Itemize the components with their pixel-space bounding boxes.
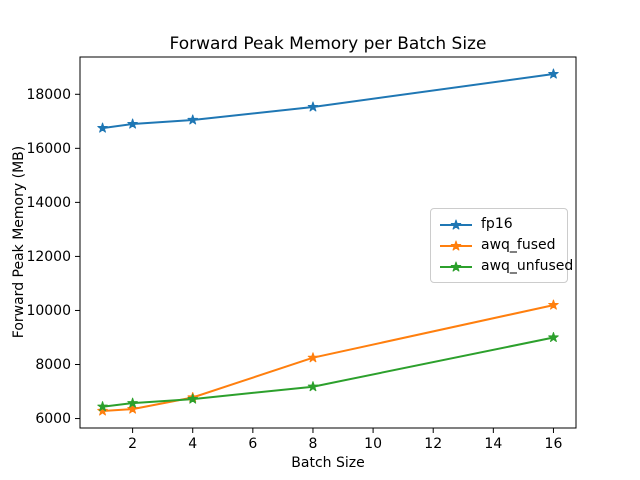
data-point-marker-fp16: [548, 68, 559, 79]
chart-title: Forward Peak Memory per Batch Size: [170, 34, 487, 54]
y-tick-label: 14000: [26, 195, 71, 211]
data-point-marker-awq_fused: [127, 403, 138, 414]
data-point-marker-awq_fused: [97, 405, 108, 416]
series-layer: [97, 68, 559, 416]
data-point-marker-awq_unfused: [548, 331, 559, 343]
y-tick-label: 18000: [26, 87, 71, 103]
x-tick-label: 10: [364, 436, 382, 452]
data-point-marker-awq_fused: [307, 352, 319, 363]
y-axis-label: Forward Peak Memory (MB): [11, 146, 27, 338]
y-tick-label: 16000: [26, 141, 71, 157]
legend-line-sample: [440, 219, 472, 230]
data-point-marker-awq_unfused: [307, 381, 319, 392]
data-point-marker-awq_unfused: [127, 397, 138, 408]
legend-label: awq_fused: [481, 237, 556, 253]
data-point-marker-fp16: [127, 118, 138, 129]
legend-line-sample: [440, 261, 472, 272]
data-point-marker-awq_unfused: [187, 393, 198, 404]
x-tick-label: 6: [248, 436, 257, 452]
x-tick-label: 2: [128, 436, 137, 452]
x-tick-label: 8: [309, 436, 318, 452]
legend-item-awq_fused: awq_fused: [439, 235, 559, 256]
y-tick-label: 10000: [26, 303, 71, 319]
legend-label: fp16: [481, 216, 513, 232]
data-point-marker-fp16: [97, 122, 108, 133]
y-tick-label: 8000: [35, 357, 71, 373]
legend-label: awq_unfused: [481, 258, 574, 274]
x-axis-label: Batch Size: [291, 455, 364, 471]
data-point-marker-awq_unfused: [97, 401, 108, 412]
x-tick-label: 4: [188, 436, 197, 452]
legend-line-sample: [440, 240, 472, 251]
series-line-fp16: [101, 73, 555, 130]
y-tick-label: 12000: [26, 249, 71, 265]
plot-spines: [79, 56, 577, 429]
data-point-marker-fp16: [307, 101, 319, 112]
x-tick-label: 14: [484, 436, 502, 452]
axes-layer: 2 4 6 8 10 12 14 16 6000 8000 10000 12000 14000 16000…: [26, 56, 577, 452]
data-point-marker-awq_fused: [548, 299, 559, 310]
legend: fp16 awq_fused awq_unfused: [430, 208, 573, 283]
legend-item-fp16: fp16: [439, 214, 559, 235]
y-tick-label: 6000: [35, 411, 71, 427]
data-point-marker-fp16: [187, 114, 198, 125]
series-line-awq_fused: [101, 304, 555, 412]
x-tick-label: 16: [545, 436, 563, 452]
series-line-awq_unfused: [101, 336, 555, 408]
x-tick-label: 12: [424, 436, 442, 452]
legend-item-awq_unfused: awq_unfused: [439, 256, 573, 277]
